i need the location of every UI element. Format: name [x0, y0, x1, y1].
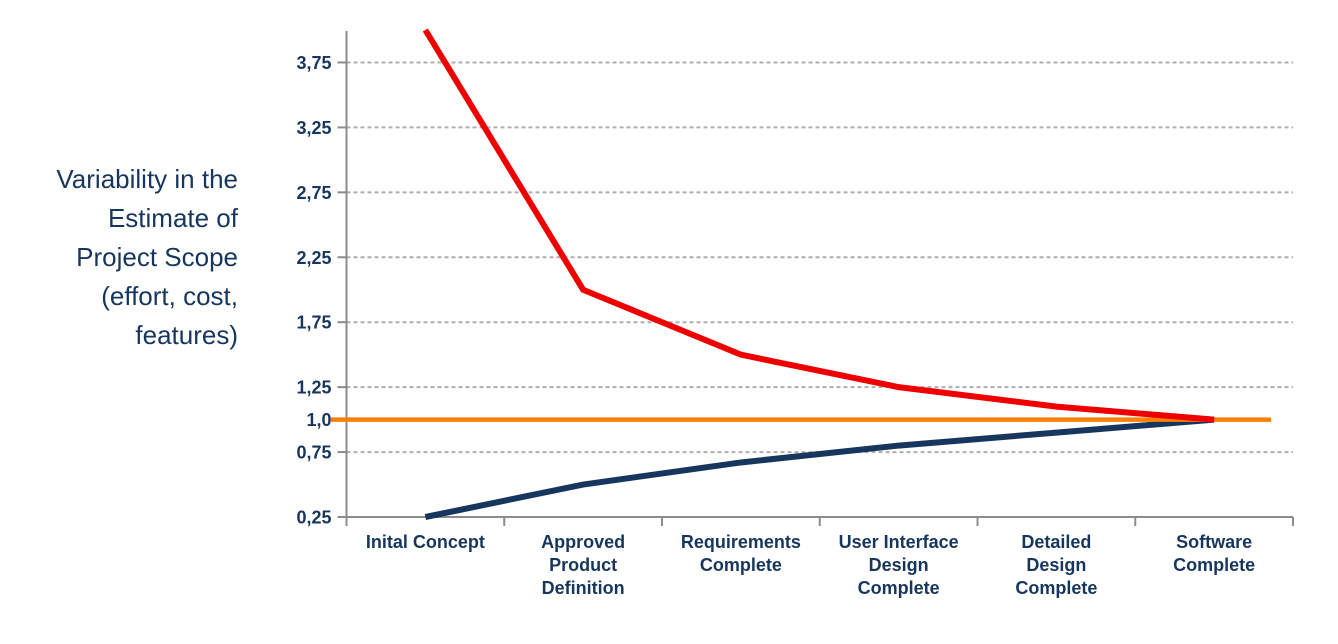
x-category-label: Software Complete [1173, 532, 1255, 575]
y-tick-label: 2,25 [296, 248, 331, 268]
x-category-label: Inital Concept [366, 532, 485, 552]
y-tick-label: 1,25 [296, 378, 331, 398]
y-tick-label: 1,75 [296, 313, 331, 333]
x-category-label: Requirements Complete [681, 532, 801, 575]
y-tick-label: 3,75 [296, 53, 331, 73]
x-category-label: Approved Product Definition [541, 532, 625, 598]
y-tick-label: 3,25 [296, 118, 331, 138]
y-tick-label: 0,25 [296, 508, 331, 528]
upper-estimate-bound-line [422, 28, 1215, 423]
x-category-label: Detailed Design Complete [1015, 532, 1097, 598]
x-category-label: User Interface Design Complete [839, 532, 959, 598]
y-axis-title: Variability in the Estimate of Project S… [56, 164, 238, 350]
lower-estimate-bound-line [424, 416, 1215, 520]
y-tick-label: 2,75 [296, 183, 331, 203]
y-tick-label: 1,0 [306, 410, 331, 430]
y-tick-label: 0,75 [296, 443, 331, 463]
